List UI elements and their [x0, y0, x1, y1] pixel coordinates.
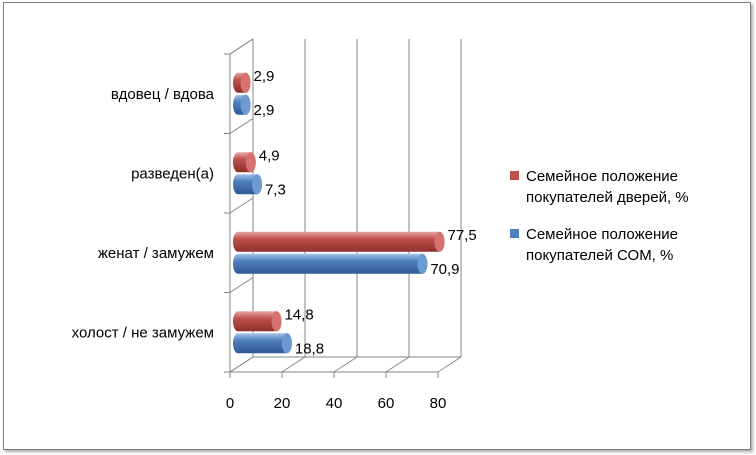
- bar-doors-1: [233, 231, 445, 252]
- left-wall-line-0: [229, 38, 254, 55]
- x-tick-label-20: 20: [274, 395, 291, 412]
- bar-cap-com-0: [281, 333, 292, 354]
- category-label-0: холост / не замужем: [72, 324, 214, 341]
- floor-line-60: [385, 356, 410, 373]
- bar-cap-com-2: [251, 174, 262, 195]
- x-tick-label-40: 40: [326, 395, 343, 412]
- bar-cap-doors-1: [434, 231, 445, 252]
- data-label-com-0: 18,8: [295, 340, 324, 357]
- bar-cap-doors-3: [240, 72, 251, 93]
- data-label-com-2: 7,3: [265, 181, 286, 198]
- left-wall-line-3: [229, 277, 254, 293]
- category-label-3: вдовец / вдова: [111, 86, 215, 103]
- legend: Семейное положение покупателей дверей, % С…: [510, 168, 689, 264]
- data-label-doors-2: 4,9: [259, 147, 280, 164]
- legend-label-com-line-1: покупателей СОМ, %: [526, 247, 673, 264]
- bar-cap-doors-0: [271, 311, 282, 332]
- bar-cap-com-1: [417, 253, 428, 274]
- legend-swatch-com: [510, 229, 519, 238]
- bar-cap-doors-2: [245, 152, 256, 173]
- bars-layer: [233, 72, 445, 354]
- legend-label-doors-line-1: покупателей дверей, %: [526, 189, 689, 206]
- data-label-doors-3: 2,9: [254, 68, 275, 85]
- x-tick-label-60: 60: [378, 395, 395, 412]
- labels-layer: 0 20 40 60 80 холост / не замужем женат / заму…: [72, 68, 477, 412]
- category-label-1: женат / замужем: [98, 245, 214, 262]
- left-wall-line-2: [229, 197, 254, 214]
- grid-layer: [224, 38, 462, 378]
- bar-com-1: [233, 253, 428, 274]
- data-label-doors-0: 14,8: [284, 306, 313, 323]
- floor-line-20: [281, 356, 306, 373]
- floor-line-80: [437, 356, 462, 373]
- bar-chart: 0 20 40 60 80 холост / не замужем женат / заму…: [72, 38, 689, 412]
- chart-frame: 0 20 40 60 80 холост / не замужем женат / заму…: [3, 2, 751, 450]
- legend-label-doors-line-0: Семейное положение: [526, 168, 678, 185]
- x-tick-label-0: 0: [226, 395, 234, 412]
- bar-com-0: [233, 333, 292, 354]
- legend-label-com-line-0: Семейное положение: [526, 226, 678, 243]
- x-tick-label-80: 80: [430, 395, 447, 412]
- bar-doors-0: [233, 311, 282, 332]
- legend-swatch-doors: [510, 171, 519, 180]
- left-wall-line-4: [229, 356, 254, 373]
- data-label-com-1: 70,9: [430, 261, 459, 278]
- category-label-2: разведен(а): [131, 165, 214, 182]
- bar-cap-com-3: [240, 94, 251, 115]
- floor-line-40: [333, 356, 358, 373]
- data-label-doors-1: 77,5: [448, 227, 477, 244]
- left-wall-line-1: [229, 118, 254, 134]
- data-label-com-3: 2,9: [254, 102, 275, 119]
